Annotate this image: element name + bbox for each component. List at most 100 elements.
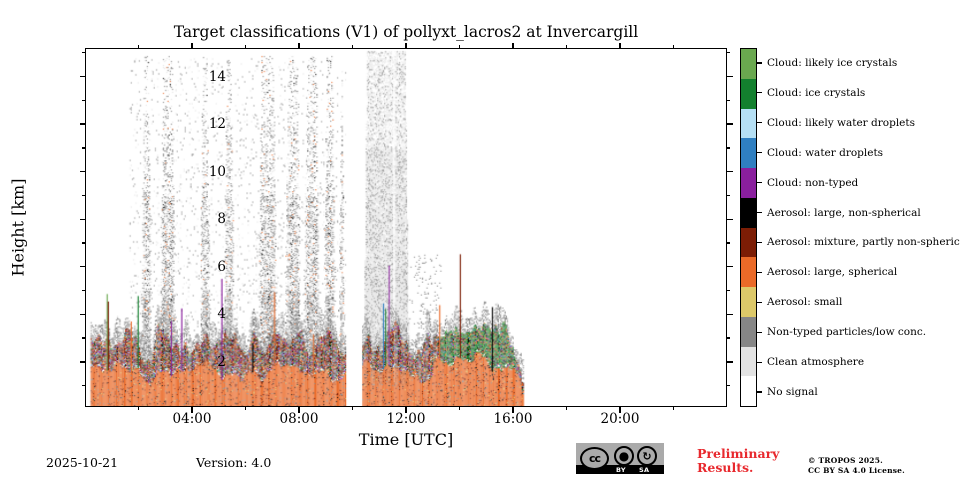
x-tick-label-2000: 20:00 [600, 411, 640, 427]
x-tick-top-16 [512, 42, 514, 48]
badge-bottom-bar [576, 465, 664, 474]
cc-by-label: BY [616, 466, 626, 474]
y-tick-right-12 [727, 123, 733, 125]
target-classification-heatmap [86, 49, 726, 406]
y-minor-tick-right-9 [727, 194, 731, 197]
y-minor-tick-right-3 [727, 337, 731, 339]
footer-version: Version: 4.0 [196, 455, 272, 470]
legend-tick-9 [757, 331, 762, 333]
legend-label-9: Non-typed particles/low conc. [767, 326, 927, 339]
legend-label-2: Cloud: likely water droplets [767, 116, 915, 129]
legend-colorbar-ticks [757, 48, 767, 407]
cc-icon: cc [580, 447, 609, 470]
y-minor-tick-right-7 [727, 242, 731, 244]
x-tick-label-0800: 08:00 [279, 411, 319, 427]
legend-tick-5 [757, 211, 762, 214]
x-tick-16 [512, 407, 514, 413]
legend-swatch-3 [741, 138, 756, 168]
y-tick-6 [79, 266, 85, 268]
legend-swatch-7 [741, 257, 756, 287]
legend-colorbar [740, 48, 757, 407]
x-minor-tick-top-14 [458, 44, 461, 48]
legend-label-0: Cloud: likely ice crystals [767, 56, 898, 69]
y-minor-tick-right-1 [727, 385, 731, 387]
y-minor-tick-7 [81, 242, 85, 244]
y-axis-title-text: Height [km] [8, 178, 28, 277]
y-tick-label-6: 6 [217, 258, 226, 275]
y-minor-tick-right-13 [727, 99, 731, 101]
y-tick-label-8: 8 [217, 211, 226, 228]
plot-area [85, 48, 727, 407]
legend-label-6: Aerosol: mixture, partly non-spherical [767, 236, 960, 249]
x-minor-tick-10 [351, 407, 354, 411]
y-tick-label-12: 12 [208, 116, 226, 133]
legend-swatch-0 [741, 49, 756, 79]
y-minor-tick-3 [81, 337, 85, 339]
x-tick-label-0400: 04:00 [172, 411, 212, 427]
legend-swatch-8 [741, 287, 756, 317]
y-minor-tick-1 [81, 385, 85, 387]
legend-tick-3 [757, 152, 762, 154]
y-minor-tick-5 [81, 289, 85, 292]
x-tick-label-1600: 16:00 [493, 411, 533, 427]
y-minor-tick-right-11 [727, 147, 731, 149]
legend-label-10: Clean atmosphere [767, 356, 865, 369]
y-minor-tick-13 [81, 99, 85, 101]
legend-swatch-10 [741, 346, 756, 377]
x-minor-tick-14 [458, 407, 461, 411]
x-tick-label-1200: 12:00 [386, 411, 426, 427]
y-tick-label-2: 2 [217, 353, 226, 370]
legend-swatch-1 [741, 78, 756, 109]
y-minor-tick-9 [81, 194, 85, 197]
x-minor-tick-top-10 [351, 44, 354, 48]
legend-tick-11 [757, 391, 762, 393]
y-minor-tick-right-15 [727, 52, 731, 54]
x-minor-tick-top-6 [244, 44, 247, 48]
legend-swatch-11 [741, 376, 756, 406]
legend-tick-7 [757, 271, 762, 273]
copyright-line-2: CC BY SA 4.0 License. [808, 466, 905, 476]
y-tick-right-6 [727, 266, 733, 268]
y-tick-right-8 [727, 218, 733, 220]
y-tick-right-2 [727, 361, 733, 363]
legend-label-7: Aerosol: large, spherical [767, 266, 898, 279]
y-tick-12 [79, 123, 85, 125]
x-tick-top-4 [191, 42, 193, 48]
page-title: Target classifications (V1) of pollyxt_l… [173, 23, 639, 41]
x-minor-tick-18 [565, 407, 568, 411]
x-minor-tick-22 [672, 407, 675, 411]
preliminary-results-note: Preliminary Results. [697, 446, 780, 475]
y-minor-tick-right-5 [727, 289, 731, 292]
y-minor-tick-11 [81, 147, 85, 149]
y-tick-8 [79, 218, 85, 220]
y-axis-title: Height [km] [6, 48, 30, 407]
legend-tick-6 [757, 241, 762, 244]
cc-sa-label: SA [639, 466, 650, 474]
legend-tick-10 [757, 361, 762, 363]
x-tick-top-8 [298, 42, 300, 48]
legend-swatch-5 [741, 197, 756, 228]
footer-date: 2025-10-21 [46, 455, 119, 470]
legend-label-4: Cloud: non-typed [767, 176, 859, 189]
x-tick-20 [619, 407, 621, 413]
legend-tick-8 [757, 301, 762, 303]
x-tick-12 [405, 407, 407, 413]
legend-label-8: Aerosol: small [767, 296, 843, 309]
x-minor-tick-top-2 [137, 44, 140, 48]
y-tick-right-4 [727, 313, 733, 315]
y-tick-right-10 [727, 171, 733, 173]
legend-swatch-9 [741, 316, 756, 347]
y-tick-label-4: 4 [217, 306, 226, 323]
x-minor-tick-6 [244, 407, 247, 411]
legend-swatch-2 [741, 108, 756, 139]
legend-tick-1 [757, 92, 762, 94]
legend-labels: Cloud: likely ice crystals Cloud: ice cry… [767, 48, 960, 407]
y-minor-tick-15 [81, 52, 85, 54]
x-tick-top-12 [405, 42, 407, 48]
legend-swatch-6 [741, 227, 756, 258]
copyright-line-1: © TROPOS 2025. [808, 456, 883, 465]
x-minor-tick-2 [137, 407, 140, 411]
x-tick-8 [298, 407, 300, 413]
y-tick-2 [79, 361, 85, 363]
